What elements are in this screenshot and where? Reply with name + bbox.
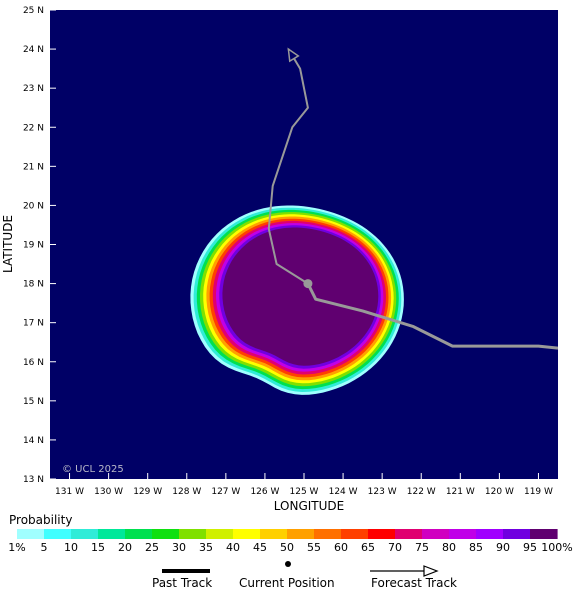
x-tick-label: 127 W [211,487,240,497]
past-track-line [306,282,558,350]
y-tick-label: 14 N [23,436,44,446]
colorbar-segment [422,529,450,539]
storm-tracks [267,47,558,350]
colorbar-segment [179,529,207,539]
colorbar-segment [476,529,504,539]
x-tick-label: 130 W [94,487,123,497]
x-tick-label: 122 W [407,487,436,497]
x-tick-label: 121 W [446,487,475,497]
x-tick-label: 119 W [524,487,553,497]
x-tick-label: 126 W [250,487,279,497]
colorbar-segment [287,529,315,539]
colorbar-label: 15 [91,541,105,554]
colorbar-segment [71,529,99,539]
x-axis-title: LONGITUDE [274,499,344,513]
y-tick-label: 18 N [23,280,44,290]
x-tick-label: 120 W [485,487,514,497]
colorbar-label: 50 [280,541,294,554]
colorbar-label: 75 [415,541,429,554]
colorbar-label: 25 [145,541,159,554]
colorbar-label: 35 [199,541,213,554]
swath-contour-95 [222,227,379,366]
current-position-marker [303,279,313,289]
colorbar-label: 65 [361,541,375,554]
x-tick-label: 131 W [55,487,84,497]
key-current-position-label: Current Position [239,576,335,590]
y-tick-label: 21 N [23,162,44,172]
forecast-track-line [267,48,309,285]
colorbar-label: 100% [541,541,573,554]
y-tick-label: 25 N [23,6,44,16]
colorbar-segment [260,529,288,539]
y-tick-label: 24 N [23,45,44,55]
y-axis-title: LATITUDE [1,215,15,273]
legend-title: Probability [9,513,73,527]
colorbar-label: 70 [388,541,402,554]
colorbar-segment [44,529,72,539]
y-tick-label: 20 N [23,201,44,211]
colorbar-segment [17,529,45,539]
y-tick-label: 16 N [23,358,44,368]
colorbar-segment [98,529,126,539]
key-current-position-dot [285,561,291,567]
key-forecast-arrow-icon [370,565,439,577]
colorbar-segment [152,529,180,539]
key-past-track-label: Past Track [152,576,213,590]
probability-swath [190,205,404,395]
colorbar-label: 45 [253,541,267,554]
colorbar-label: 95 [523,541,537,554]
colorbar-segment [368,529,396,539]
colorbar-label: 40 [226,541,240,554]
colorbar-segment [395,529,423,539]
y-tick-label: 23 N [23,84,44,94]
axis-ticks: 131 W 130 W 129 W 128 W 127 W 126 W 125 W 124 W… [23,6,553,497]
colorbar-label: 55 [307,541,321,554]
x-tick-label: 125 W [290,487,319,497]
colorbar-label: 80 [442,541,456,554]
y-tick-label: 19 N [23,241,44,251]
colorbar-segment [206,529,234,539]
x-tick-label: 128 W [172,487,201,497]
colorbar-label: 1% [8,541,26,554]
colorbar-segment [530,529,558,539]
colorbar-label: 90 [496,541,510,554]
x-tick-label: 129 W [133,487,162,497]
y-tick-label: 22 N [23,123,44,133]
colorbar-label: 5 [40,541,48,554]
colorbar-label: 20 [118,541,132,554]
copyright-text: © UCL 2025 [62,464,124,475]
colorbar-segment [233,529,261,539]
x-tick-label: 123 W [368,487,397,497]
colorbar-label: 10 [64,541,78,554]
colorbar-label: 85 [469,541,483,554]
y-tick-label: 13 N [23,475,44,485]
colorbar-label: 30 [172,541,186,554]
colorbar-segment [314,529,342,539]
x-tick-label: 124 W [329,487,358,497]
colorbar-segment [125,529,153,539]
probability-colorbar [17,529,558,539]
colorbar-segment [449,529,477,539]
y-tick-label: 15 N [23,397,44,407]
colorbar-segment [341,529,369,539]
forecast-arrowhead-icon [287,47,300,63]
key-forecast-track-label: Forecast Track [371,576,457,590]
y-tick-label: 17 N [23,319,44,329]
colorbar-label: 60 [334,541,348,554]
colorbar-segment [503,529,531,539]
